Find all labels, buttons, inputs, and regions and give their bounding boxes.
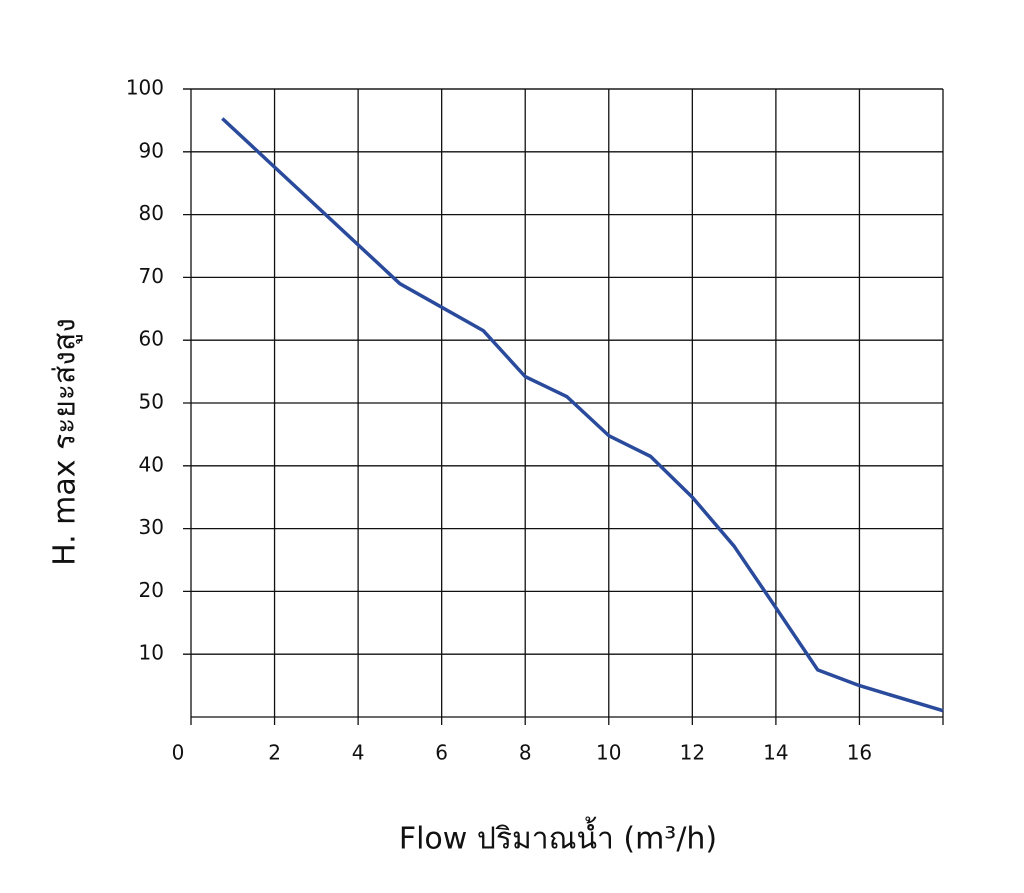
y-tick-label: 40 <box>139 452 164 476</box>
x-tick-label: 6 <box>435 741 448 765</box>
y-tick-label: 60 <box>139 327 164 351</box>
x-tick-label: 12 <box>680 741 705 765</box>
y-tick-label: 20 <box>139 578 164 602</box>
x-tick-label: 16 <box>847 741 872 765</box>
x-axis-label: Flow ปริมาณน้ำ (m³/h) <box>399 817 717 857</box>
x-tick-label: 14 <box>763 741 788 765</box>
y-tick-label: 100 <box>126 76 164 100</box>
y-tick-label: 30 <box>139 515 164 539</box>
x-tick-label: 4 <box>352 741 365 765</box>
y-tick-label: 80 <box>139 201 164 225</box>
y-tick-label: 10 <box>139 641 164 665</box>
x-tick-label: 10 <box>596 741 621 765</box>
y-tick-label: 50 <box>139 390 164 414</box>
x-tick-label: 0 <box>172 741 185 765</box>
line <box>221 117 944 713</box>
y-tick-label: 70 <box>139 264 164 288</box>
y-axis-label: H. max ระยะส่งสูง <box>48 318 83 566</box>
y-tick-label: 90 <box>139 138 164 162</box>
x-tick-label: 8 <box>519 741 532 765</box>
x-tick-label: 2 <box>268 741 281 765</box>
